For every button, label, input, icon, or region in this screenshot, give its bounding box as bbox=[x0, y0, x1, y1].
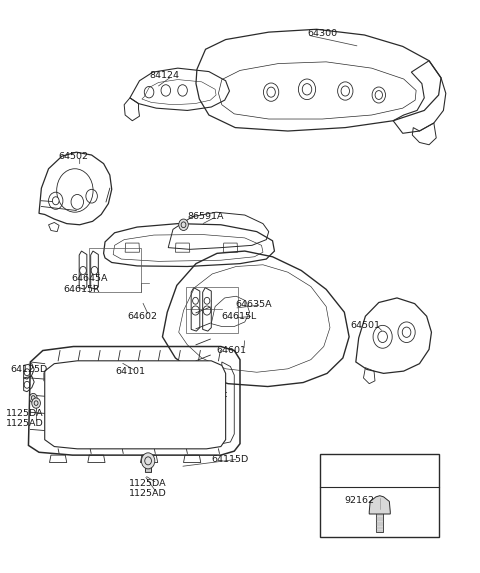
Circle shape bbox=[378, 331, 387, 343]
Text: 64300: 64300 bbox=[307, 29, 337, 38]
Polygon shape bbox=[45, 361, 226, 449]
Circle shape bbox=[32, 398, 40, 408]
Text: 64101: 64101 bbox=[116, 367, 145, 375]
Bar bbox=[321, 454, 439, 537]
Circle shape bbox=[142, 453, 155, 469]
Bar bbox=[145, 460, 151, 472]
Circle shape bbox=[267, 87, 276, 97]
Polygon shape bbox=[369, 496, 390, 514]
Text: 64601: 64601 bbox=[216, 346, 246, 355]
Circle shape bbox=[402, 327, 411, 337]
Bar bbox=[186, 286, 238, 333]
Text: 64602: 64602 bbox=[128, 312, 157, 321]
Text: 64615R: 64615R bbox=[63, 285, 99, 295]
Text: 64635A: 64635A bbox=[235, 300, 272, 309]
Text: 92162: 92162 bbox=[344, 496, 374, 505]
Text: 64125D: 64125D bbox=[10, 366, 48, 374]
Circle shape bbox=[302, 84, 312, 95]
Text: 84124: 84124 bbox=[149, 70, 179, 80]
Text: 64645A: 64645A bbox=[72, 274, 108, 283]
Circle shape bbox=[52, 197, 59, 205]
Text: 64501: 64501 bbox=[350, 321, 380, 330]
Circle shape bbox=[29, 394, 37, 403]
Text: 1125DA: 1125DA bbox=[129, 478, 167, 488]
Text: 1125DA: 1125DA bbox=[5, 409, 43, 418]
Text: 1125AD: 1125AD bbox=[5, 419, 43, 428]
Text: 64115D: 64115D bbox=[211, 454, 249, 464]
Circle shape bbox=[341, 86, 349, 96]
Text: 64615L: 64615L bbox=[222, 312, 257, 321]
Bar bbox=[376, 512, 384, 532]
Text: 64502: 64502 bbox=[58, 152, 88, 160]
Circle shape bbox=[179, 219, 188, 230]
Bar bbox=[89, 248, 141, 292]
Text: 86591A: 86591A bbox=[187, 212, 224, 221]
Text: 1125AD: 1125AD bbox=[129, 489, 167, 498]
Circle shape bbox=[375, 91, 383, 99]
